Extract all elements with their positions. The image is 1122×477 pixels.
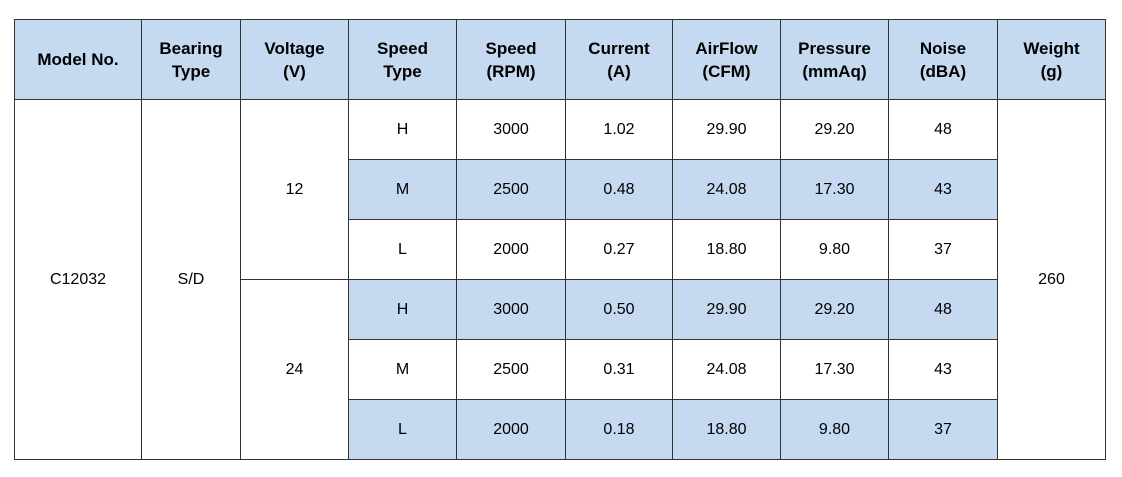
voltage-cell-12: 12 <box>240 99 349 280</box>
airflow-cell: 29.90 <box>672 279 781 340</box>
speed-type-cell: L <box>348 399 457 460</box>
header-speed-rpm: Speed (RPM) <box>456 19 566 100</box>
airflow-cell: 18.80 <box>672 219 781 280</box>
current-cell: 0.18 <box>565 399 673 460</box>
noise-cell: 48 <box>888 279 998 340</box>
fan-spec-table: Model No. Bearing Type Voltage (V) Speed… <box>14 19 1106 460</box>
current-cell: 1.02 <box>565 99 673 160</box>
pressure-cell: 29.20 <box>780 279 889 340</box>
rpm-cell: 3000 <box>456 279 566 340</box>
rpm-cell: 2000 <box>456 399 566 460</box>
airflow-cell: 18.80 <box>672 399 781 460</box>
pressure-cell: 17.30 <box>780 159 889 220</box>
header-row: Model No. Bearing Type Voltage (V) Speed… <box>14 19 1106 100</box>
speed-type-cell: H <box>348 279 457 340</box>
current-cell: 0.31 <box>565 339 673 400</box>
table-row: 24 H 3000 0.50 29.90 29.20 48 <box>15 279 1106 460</box>
table-row: C12032 S/D 12 H 3000 1.02 29.90 29.20 48… <box>14 99 1106 460</box>
pressure-cell: 29.20 <box>780 99 889 160</box>
table-row: L 2000 0.18 18.80 9.80 37 <box>15 399 1106 460</box>
table-row: M 2500 0.31 24.08 17.30 43 <box>15 339 1106 400</box>
current-cell: 0.50 <box>565 279 673 340</box>
noise-cell: 43 <box>888 339 998 400</box>
rpm-cell: 3000 <box>456 99 566 160</box>
header-pressure: Pressure (mmAq) <box>780 19 889 100</box>
rpm-cell: 2000 <box>456 219 566 280</box>
header-bearing-type: Bearing Type <box>141 19 241 100</box>
header-weight: Weight (g) <box>997 19 1106 100</box>
header-airflow: AirFlow (CFM) <box>672 19 781 100</box>
airflow-cell: 24.08 <box>672 159 781 220</box>
current-cell: 0.48 <box>565 159 673 220</box>
rpm-cell: 2500 <box>456 159 566 220</box>
header-speed-type: Speed Type <box>348 19 457 100</box>
pressure-cell: 9.80 <box>780 399 889 460</box>
noise-cell: 43 <box>888 159 998 220</box>
speed-type-cell: H <box>348 99 457 160</box>
noise-cell: 37 <box>888 219 998 280</box>
airflow-cell: 29.90 <box>672 99 781 160</box>
speed-type-cell: M <box>348 339 457 400</box>
pressure-cell: 17.30 <box>780 339 889 400</box>
speed-type-cell: L <box>348 219 457 280</box>
noise-cell: 48 <box>888 99 998 160</box>
table-row: M 2500 0.48 24.08 17.30 43 <box>15 159 1106 220</box>
rpm-cell: 2500 <box>456 339 566 400</box>
airflow-cell: 24.08 <box>672 339 781 400</box>
bearing-type-cell: S/D <box>141 99 241 460</box>
model-no-cell: C12032 <box>14 99 142 460</box>
current-cell: 0.27 <box>565 219 673 280</box>
header-voltage: Voltage (V) <box>240 19 349 100</box>
speed-type-cell: M <box>348 159 457 220</box>
header-model-no: Model No. <box>14 19 142 100</box>
noise-cell: 37 <box>888 399 998 460</box>
weight-cell: 260 <box>997 99 1106 460</box>
voltage-cell-24: 24 <box>240 279 349 460</box>
header-current: Current (A) <box>565 19 673 100</box>
header-noise: Noise (dBA) <box>888 19 998 100</box>
pressure-cell: 9.80 <box>780 219 889 280</box>
